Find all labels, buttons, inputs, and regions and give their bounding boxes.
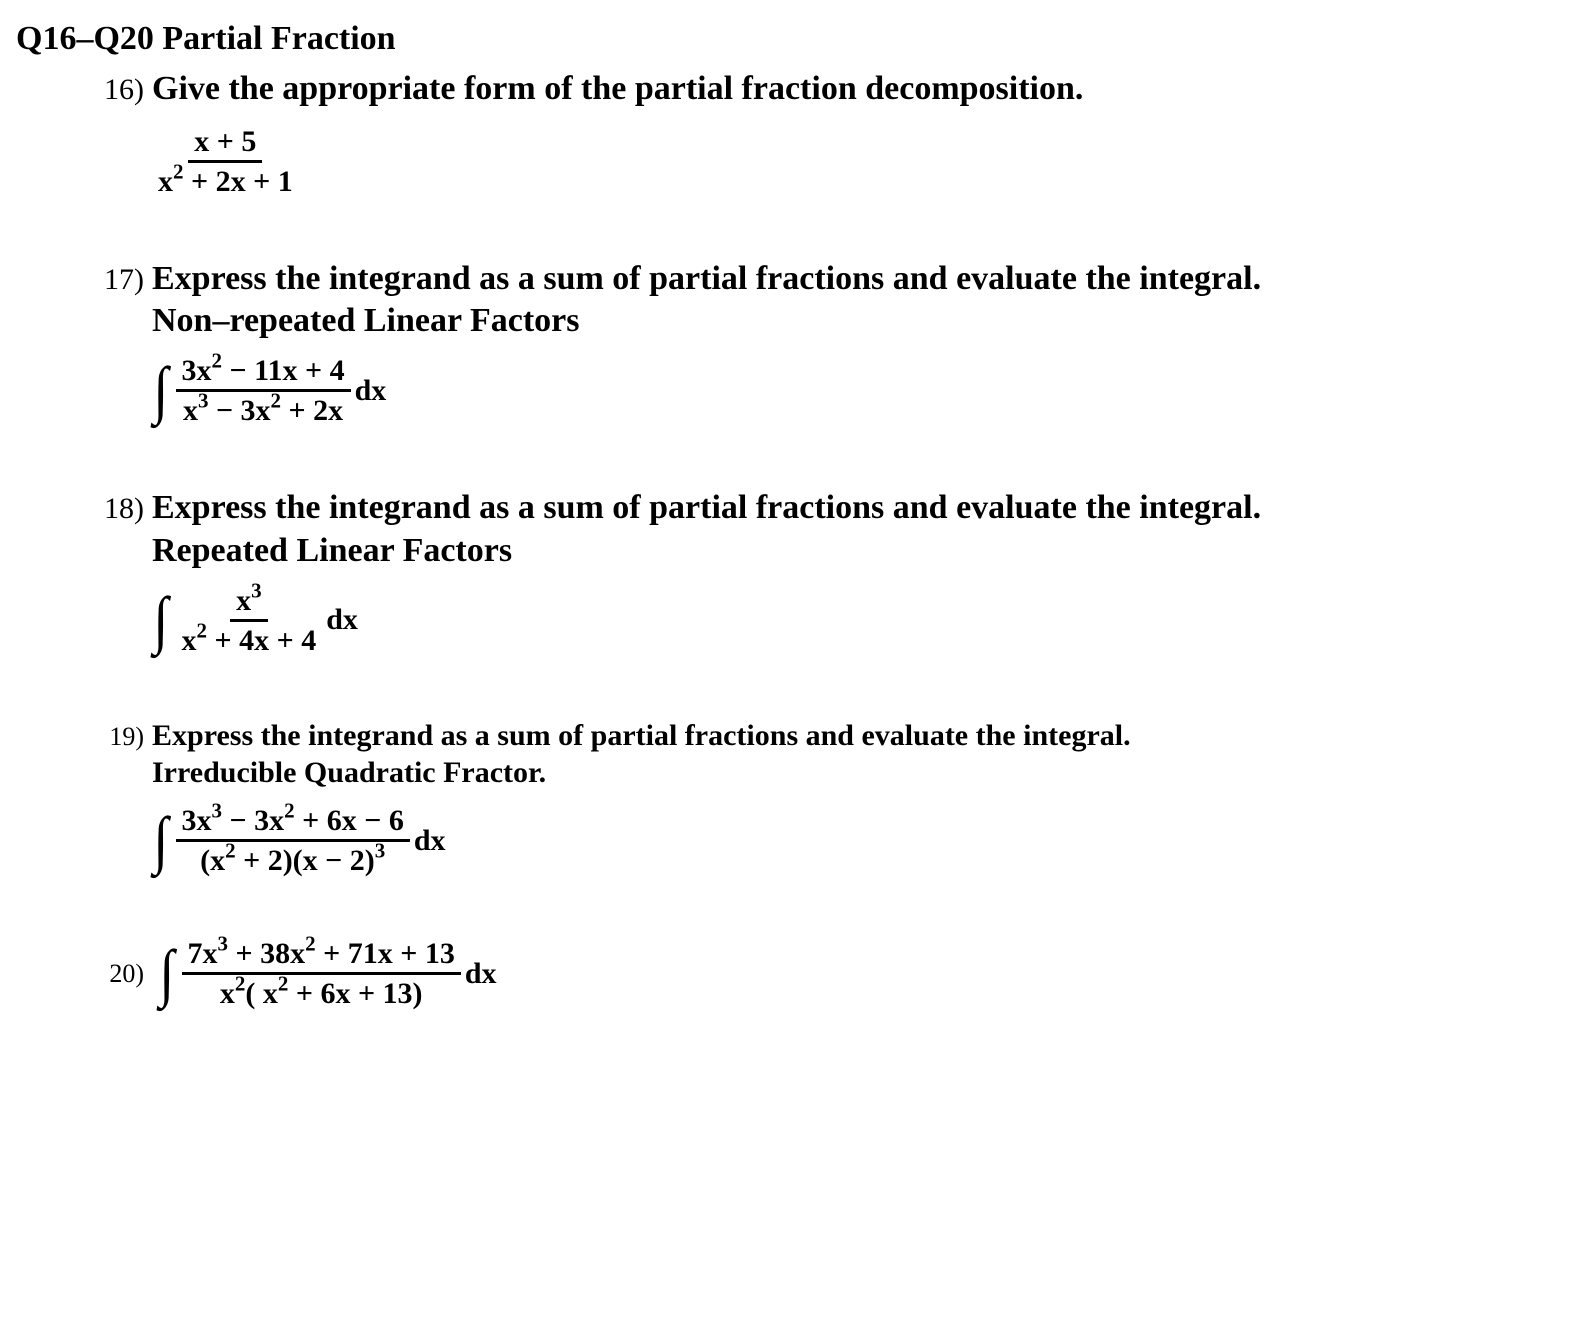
q20-fraction: 7x3 + 38x2 + 71x + 13 x2( x2 + 6x + 13) [182, 937, 461, 1010]
integral-sign-icon: ∫ [153, 371, 168, 409]
q19-dx: dx [414, 824, 446, 858]
question-18: 18) Express the integrand as a sum of pa… [96, 487, 1554, 657]
q17-denominator: x3 − 3x2 + 2x [177, 392, 349, 427]
q18-dx: dx [326, 603, 358, 637]
q19-numerator: 3x3 − 3x2 + 6x − 6 [176, 804, 410, 842]
q16-denominator: x2 + 2x + 1 [152, 163, 299, 198]
q17-numerator: 3x2 − 11x + 4 [176, 354, 351, 392]
q16-prompt: Give the appropriate form of the partial… [152, 68, 1083, 111]
q20-numerator: 7x3 + 38x2 + 71x + 13 [182, 937, 461, 975]
q19-denominator: (x2 + 2)(x − 2)3 [194, 842, 391, 877]
q20-denominator: x2( x2 + 6x + 13) [214, 975, 429, 1010]
q20-dx: dx [465, 957, 497, 991]
q17-dx: dx [355, 374, 387, 408]
question-16: 16) Give the appropriate form of the par… [96, 68, 1554, 198]
integral-sign-icon: ∫ [159, 954, 174, 992]
q17-expression: ∫ 3x2 − 11x + 4 x3 − 3x2 + 2x dx [152, 354, 1554, 427]
q18-number: 18) [96, 492, 144, 526]
q18-prompt: Express the integrand as a sum of partia… [152, 487, 1261, 530]
q19-prompt: Express the integrand as a sum of partia… [152, 717, 1131, 755]
question-19: 19) Express the integrand as a sum of pa… [96, 717, 1554, 878]
section-title: Q16–Q20 Partial Fraction [16, 20, 1554, 58]
q18-fraction: x3 x2 + 4x + 4 [176, 584, 323, 657]
question-20: 20) ∫ 7x3 + 38x2 + 71x + 13 x2( x2 + 6x … [96, 937, 1554, 1010]
integral-sign-icon: ∫ [153, 601, 168, 639]
q18-subtitle: Repeated Linear Factors [152, 532, 1554, 570]
q19-number: 19) [96, 722, 144, 752]
q16-expression: x + 5 x2 + 2x + 1 [152, 125, 1554, 198]
q18-denominator: x2 + 4x + 4 [176, 622, 323, 657]
q17-prompt: Express the integrand as a sum of partia… [152, 258, 1261, 301]
integral-sign-icon: ∫ [153, 821, 168, 859]
q16-numerator: x + 5 [188, 125, 262, 163]
q20-number: 20) [96, 959, 144, 989]
q19-fraction: 3x3 − 3x2 + 6x − 6 (x2 + 2)(x − 2)3 [176, 804, 410, 877]
q17-number: 17) [96, 263, 144, 297]
q16-fraction: x + 5 x2 + 2x + 1 [152, 125, 299, 198]
question-17: 17) Express the integrand as a sum of pa… [96, 258, 1554, 428]
q16-number: 16) [96, 73, 144, 107]
q17-subtitle: Non–repeated Linear Factors [152, 302, 1554, 340]
q18-expression: ∫ x3 x2 + 4x + 4 dx [152, 584, 1554, 657]
q20-expression: ∫ 7x3 + 38x2 + 71x + 13 x2( x2 + 6x + 13… [158, 937, 497, 1010]
q19-subtitle: Irreducible Quadratic Fractor. [152, 756, 1554, 790]
q17-fraction: 3x2 − 11x + 4 x3 − 3x2 + 2x [176, 354, 351, 427]
q19-expression: ∫ 3x3 − 3x2 + 6x − 6 (x2 + 2)(x − 2)3 dx [152, 804, 1554, 877]
q18-numerator: x3 [230, 584, 268, 622]
